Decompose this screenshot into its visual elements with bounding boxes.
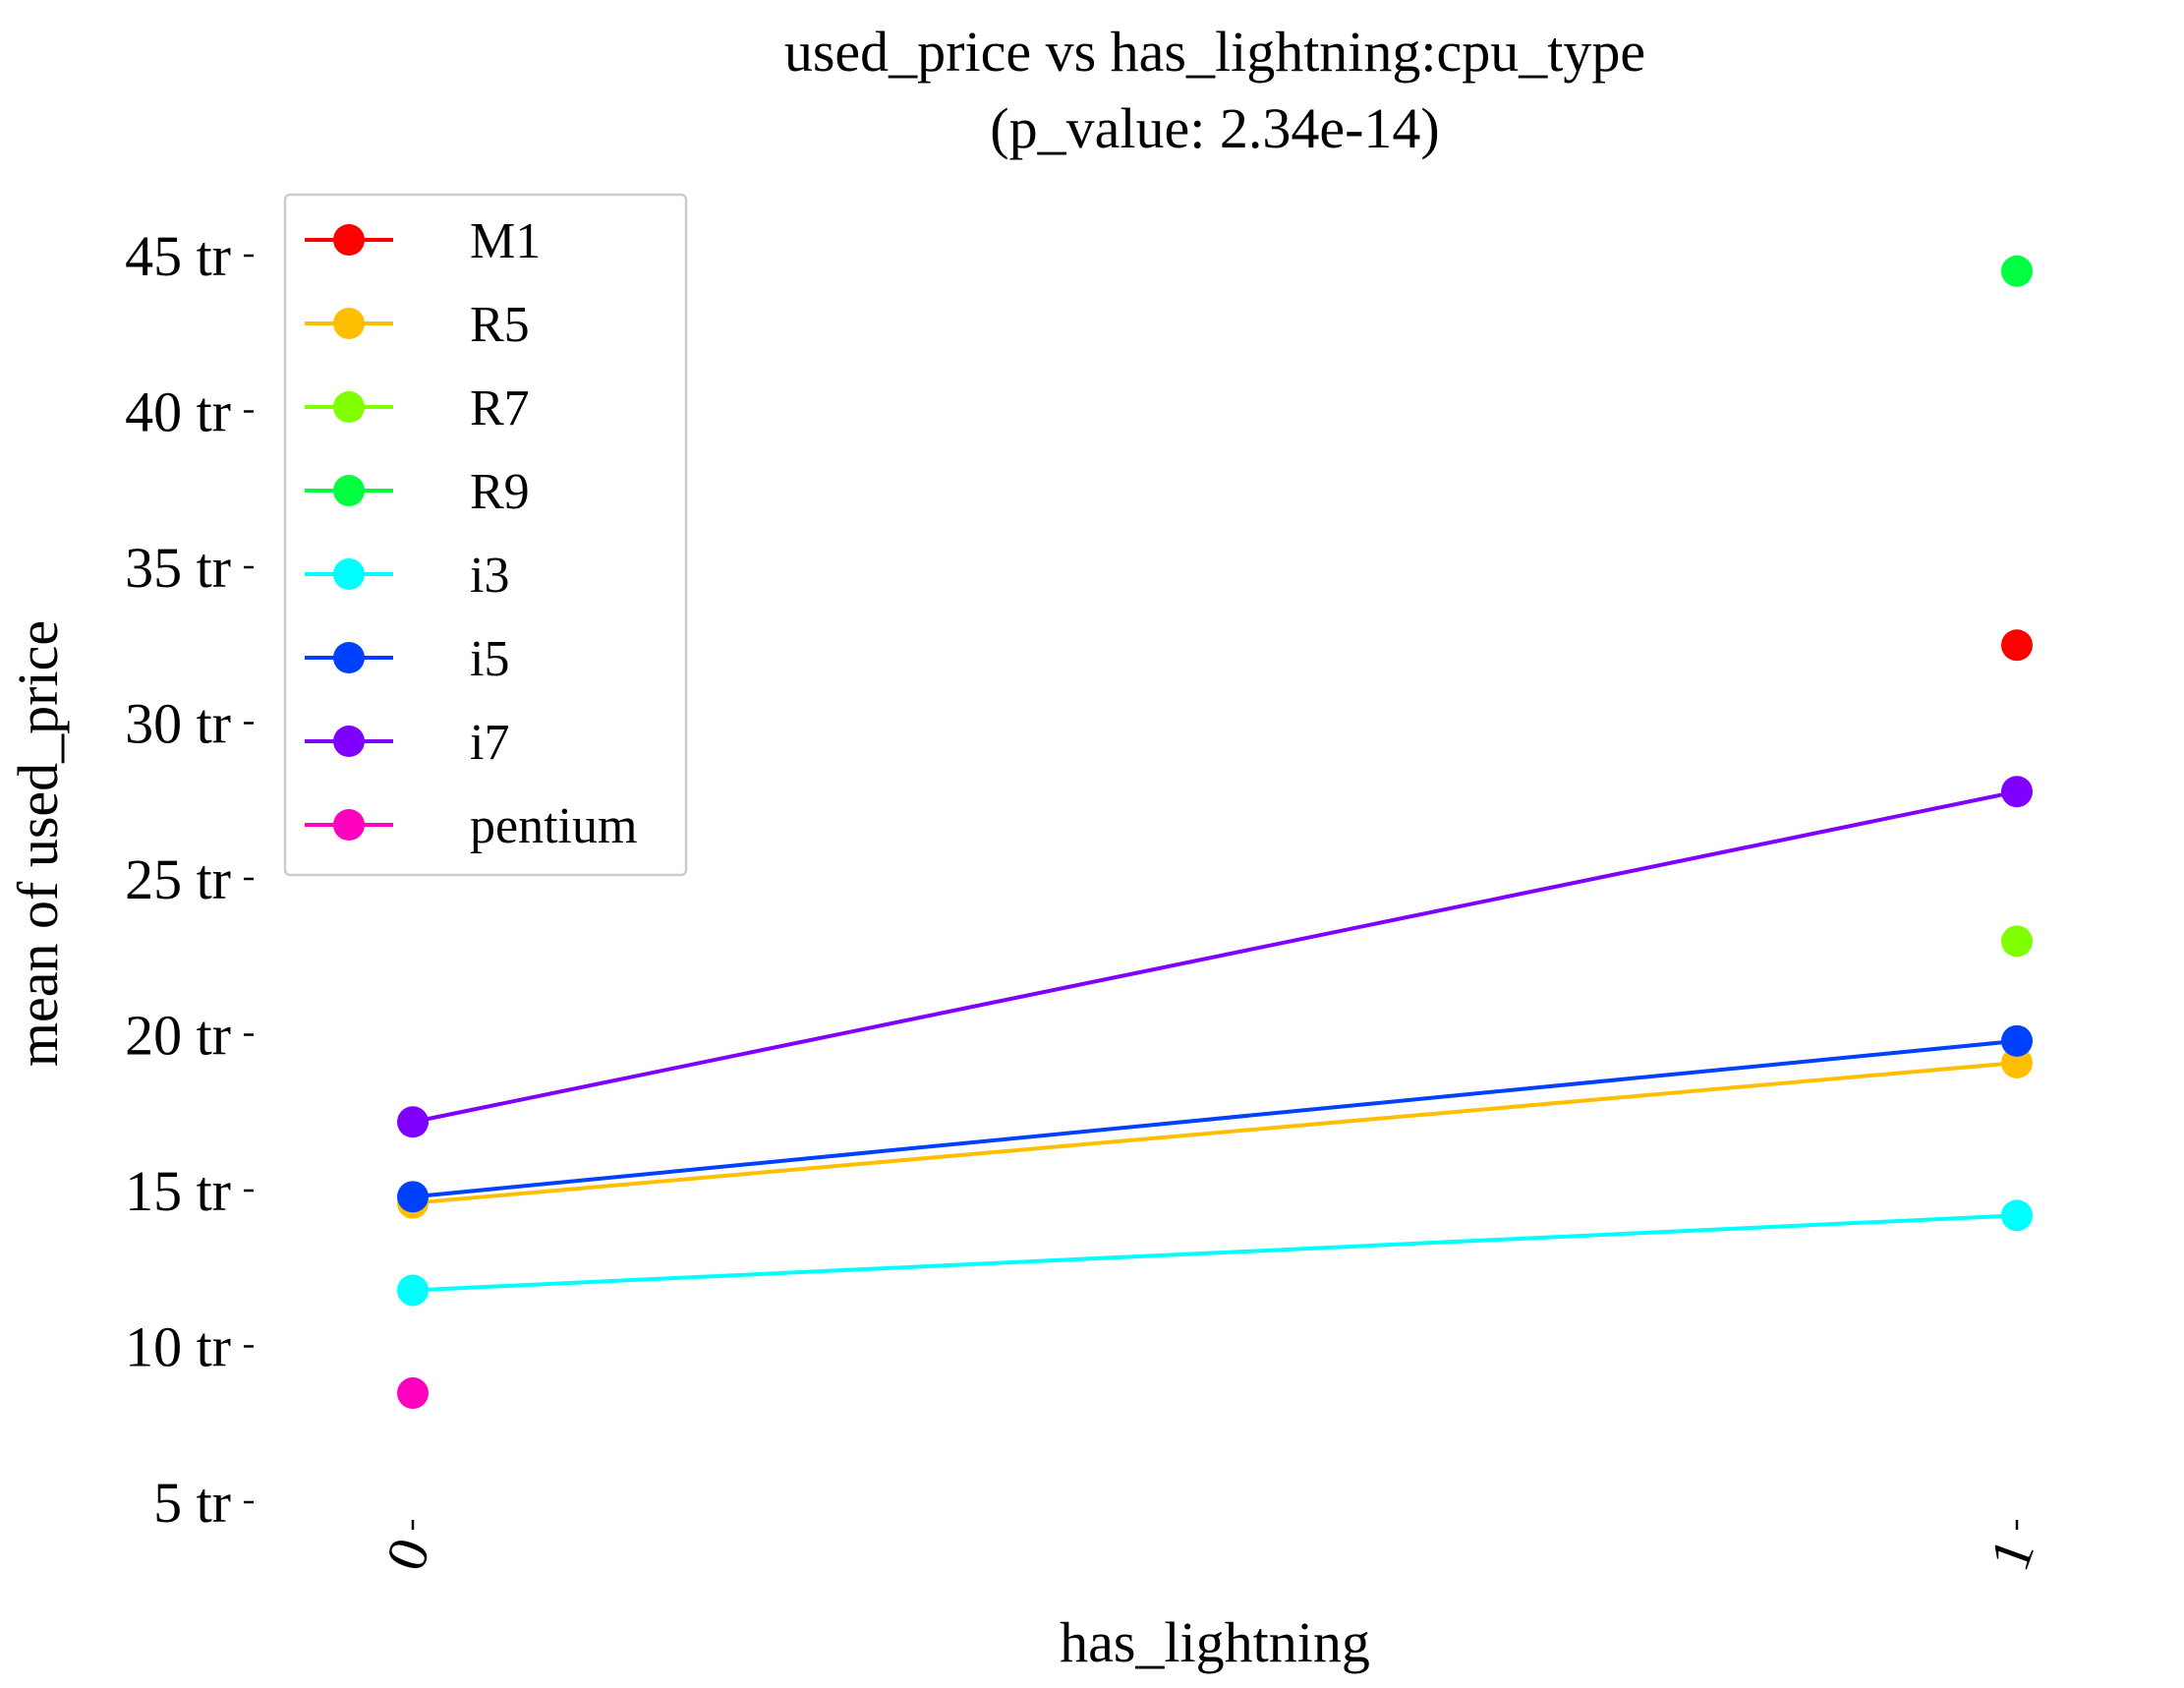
legend-item: R5 — [305, 297, 530, 353]
legend-marker — [333, 642, 365, 673]
data-point — [2001, 925, 2033, 958]
y-tick-label: 45 tr — [125, 224, 231, 288]
x-tick-label: 0 — [373, 1530, 442, 1578]
series-i5 — [397, 1024, 2033, 1213]
data-point — [397, 1377, 429, 1410]
legend-label: R7 — [470, 380, 530, 437]
data-point — [2001, 1199, 2033, 1232]
series-line — [412, 1061, 2018, 1205]
series-i3 — [397, 1199, 2033, 1307]
series-i7 — [397, 776, 2033, 1138]
data-point — [2001, 776, 2033, 808]
x-axis-label: has_lightning — [1060, 1610, 1370, 1674]
legend-label: i3 — [470, 548, 509, 604]
legend-marker — [333, 558, 365, 590]
legend-item: pentium — [305, 798, 637, 854]
data-point — [2001, 1024, 2033, 1057]
legend-marker — [333, 726, 365, 757]
y-axis: 5 tr 10 tr 15 tr 20 tr 25 tr 30 tr 35 tr 40 tr 4… — [125, 224, 254, 1535]
series-pentium — [397, 1377, 429, 1410]
y-tick-label: 35 tr — [125, 536, 231, 600]
series-R7 — [2001, 925, 2033, 958]
legend-frame — [283, 193, 688, 877]
legend-item: i5 — [305, 631, 509, 687]
legend-label: i5 — [470, 631, 509, 687]
x-tick-label: 1 — [1977, 1530, 2046, 1578]
y-tick-label: 20 tr — [125, 1004, 231, 1068]
y-tick-label: 10 tr — [125, 1315, 231, 1379]
y-tick-label: 40 tr — [125, 380, 231, 444]
series-line — [412, 789, 2018, 1125]
chart-subtitle: (p_value: 2.34e-14) — [990, 96, 1439, 160]
legend-marker — [333, 308, 365, 339]
series-M1 — [2001, 629, 2033, 662]
data-point — [2001, 1047, 2033, 1079]
data-point — [2001, 255, 2033, 287]
legend-item: R7 — [305, 380, 530, 437]
legend-item: i7 — [305, 715, 509, 771]
data-point — [2001, 629, 2033, 662]
y-axis-label: mean of used_price — [6, 620, 70, 1067]
legend-marker — [333, 391, 365, 423]
legend-item: M1 — [305, 213, 541, 269]
legend-marker — [333, 809, 365, 841]
data-point — [397, 1274, 429, 1307]
y-tick-label: 5 tr — [153, 1471, 231, 1535]
legend-label: R5 — [470, 297, 530, 353]
series-line — [412, 1038, 2018, 1199]
legend-item: R9 — [305, 464, 530, 520]
y-tick-label: 15 tr — [125, 1159, 231, 1223]
y-tick-label: 30 tr — [125, 692, 231, 756]
legend-label: R9 — [470, 464, 530, 520]
chart-title: used_price vs has_lightning:cpu_type — [784, 20, 1645, 84]
legend-marker — [333, 475, 365, 506]
series-R9 — [2001, 255, 2033, 287]
legend-label: pentium — [470, 798, 637, 854]
legend-marker — [333, 224, 365, 256]
data-point — [397, 1106, 429, 1138]
series-group — [397, 255, 2033, 1410]
series-line — [412, 1213, 2018, 1293]
legend: M1 R5 R7 R9 i3 i5 i7 pentium — [283, 193, 688, 877]
legend-item: i3 — [305, 548, 509, 604]
legend-label: M1 — [470, 213, 541, 269]
y-tick-label: 25 tr — [125, 847, 231, 911]
legend-label: i7 — [470, 715, 509, 771]
data-point — [397, 1181, 429, 1213]
